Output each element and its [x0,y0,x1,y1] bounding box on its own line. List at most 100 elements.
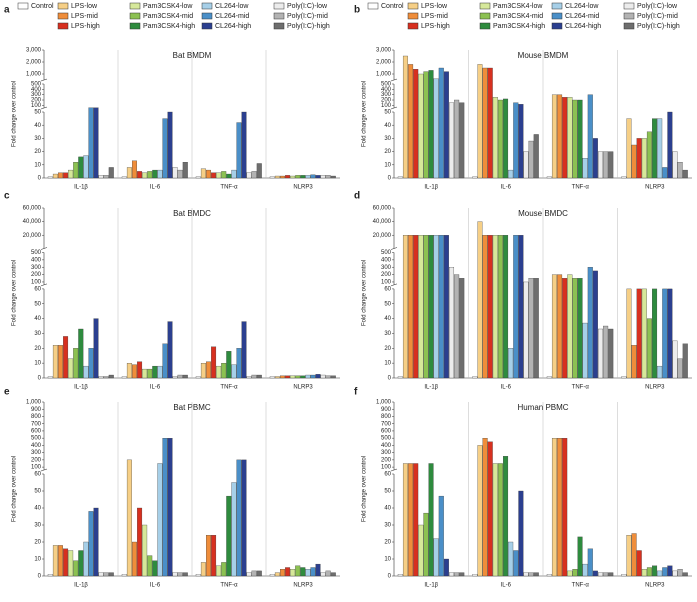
legend-swatch [129,2,141,10]
bar [226,351,232,379]
bar [182,374,188,379]
bar [251,171,257,179]
bar [236,122,242,179]
y-tick-label: 500 [31,250,42,256]
legend-label: Pam3CSK4-high [143,23,195,30]
bar [438,235,444,379]
bar [162,438,168,577]
y-tick-label: 10 [384,557,391,563]
bar [285,175,291,179]
bar [482,438,488,577]
y-axis-label: Fold change over control [12,81,18,147]
bar [195,376,201,379]
bar [397,574,403,577]
panel-letter: f [354,387,358,398]
bar [256,570,262,577]
bar [508,541,514,577]
y-tick-label: 30 [34,136,41,142]
bar [310,567,316,577]
bar [295,375,301,379]
y-tick-label: 0 [38,376,42,382]
y-tick-label: 20 [384,346,391,352]
bar [567,274,573,379]
bar [121,376,127,379]
axis-break [40,78,48,82]
bar [682,343,688,379]
bar [52,173,58,179]
bar [295,565,301,577]
legend-swatch [479,2,491,10]
legend-label: CL264-low [215,3,249,10]
axis-break [390,283,398,287]
bar [177,374,183,379]
bar [636,138,642,179]
legend-label: LPS-low [421,3,448,10]
bar [449,572,455,577]
bar [598,328,604,379]
bar [280,569,285,577]
panel-letter: a [4,5,10,16]
bar [200,168,206,179]
y-tick-label: 200 [31,457,42,463]
panel-letter: e [4,387,10,398]
bar [577,99,583,179]
bar [58,345,63,379]
bar [443,71,449,179]
bar [482,67,488,179]
bar [482,235,488,379]
y-tick-label: 200 [31,98,42,104]
bar [206,361,211,379]
bar [577,278,583,379]
bar [492,97,498,179]
x-tick-label: IL-6 [150,385,161,391]
bar [413,463,419,577]
bar [662,167,668,179]
bar [68,169,74,179]
bar [221,171,227,179]
y-tick-label: 10 [34,361,41,367]
legend-label: Pam3CSK4-low [493,3,543,10]
bar [147,555,153,577]
y-tick-label: 30 [384,136,391,142]
bar [93,507,99,577]
y-tick-label: 40 [384,123,391,129]
legend-swatch [479,22,491,30]
y-tick-label: 1,000 [26,72,42,78]
x-tick-label: TNF-α [220,583,238,589]
bar [52,545,58,577]
bar [454,572,460,577]
bar [216,565,222,577]
legend-swatch [201,12,213,20]
bar [172,376,178,379]
legend-swatch [623,2,635,10]
y-tick-label: 20 [384,149,391,155]
bar [546,376,552,379]
bar [108,572,114,577]
bar [320,572,326,577]
bar [157,365,163,379]
bar [572,278,578,379]
bar [667,288,673,379]
y-tick-label: 0 [388,376,392,382]
bar [226,495,232,577]
bar [608,151,614,179]
bar [477,64,483,179]
y-tick-label: 300 [31,265,42,271]
x-tick-label: NLRP3 [293,583,313,589]
bar [172,167,178,179]
bar [300,175,306,179]
legend-swatch [367,2,379,10]
bar [157,169,163,179]
bar [603,572,609,577]
bar [126,362,132,379]
bar [677,569,683,577]
bar [418,235,424,379]
bar [137,361,143,379]
legend-swatch [407,22,419,30]
legend-swatch [273,22,285,30]
y-tick-label: 40 [384,506,391,512]
bar [152,365,158,379]
bar [533,134,539,179]
axis-break [390,468,398,472]
